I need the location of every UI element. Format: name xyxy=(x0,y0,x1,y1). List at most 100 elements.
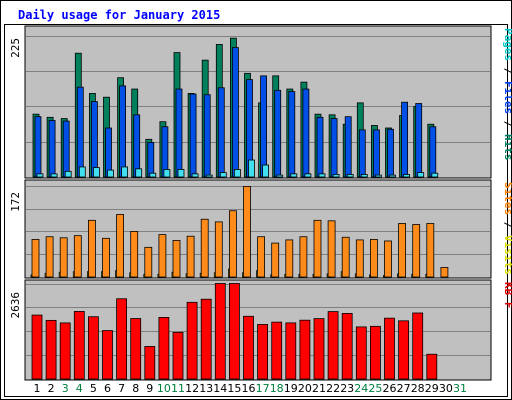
bar-files-day-24 xyxy=(358,129,366,178)
bar-files-day-14 xyxy=(217,87,225,178)
day-label-27: 27 xyxy=(397,382,411,395)
bar-sites-day-6 xyxy=(102,237,110,278)
bar-files-day-17 xyxy=(260,75,268,178)
panel-top: 225 Pages / Files / Hits xyxy=(9,25,512,179)
day-label-26: 26 xyxy=(383,382,397,395)
day-label-22: 22 xyxy=(326,382,340,395)
bar-kb-f-day-16 xyxy=(243,315,254,380)
panel-mid: 172 Sites / Visits xyxy=(9,179,512,279)
day-label-2: 2 xyxy=(48,382,55,395)
bar-files-day-18 xyxy=(274,89,282,178)
bar-kb-f-day-6 xyxy=(102,330,113,380)
bar-pages-day-5 xyxy=(93,167,100,178)
bar-sites-day-11 xyxy=(172,240,181,278)
day-label-8: 8 xyxy=(132,382,139,395)
day-label-1: 1 xyxy=(34,382,41,395)
bar-pages-day-26 xyxy=(389,174,396,178)
day-label-20: 20 xyxy=(298,382,312,395)
bar-pages-day-24 xyxy=(360,174,368,178)
bar-sites-day-24 xyxy=(355,239,364,278)
bar-files-day-25 xyxy=(372,129,380,178)
bar-kb-f-day-2 xyxy=(45,319,57,380)
day-label-15: 15 xyxy=(227,382,241,395)
bar-files-day-28 xyxy=(415,103,423,178)
day-label-13: 13 xyxy=(199,382,213,395)
bar-sites-day-23 xyxy=(341,236,350,278)
bar-sites-day-19 xyxy=(285,239,294,278)
bar-sites-day-22 xyxy=(327,220,336,278)
bar-files-day-21 xyxy=(316,116,324,178)
panel-bottom: 2636 KB F xyxy=(9,279,512,381)
bar-pages-day-10 xyxy=(163,169,171,178)
bar-pages-day-4 xyxy=(78,166,86,178)
bar-pages-day-21 xyxy=(318,173,326,178)
bar-sites-day-14 xyxy=(214,221,223,278)
bar-pages-day-28 xyxy=(417,172,425,178)
bar-sites-day-27 xyxy=(398,223,407,278)
bar-pages-day-9 xyxy=(149,172,157,178)
day-label-7: 7 xyxy=(118,382,125,395)
day-label-23: 23 xyxy=(340,382,354,395)
bar-kb-f-day-14 xyxy=(214,283,226,380)
bar-pages-day-27 xyxy=(403,174,411,178)
day-label-14: 14 xyxy=(213,382,227,395)
y-max-label: 225 xyxy=(9,38,22,58)
bar-sites-day-20 xyxy=(299,236,308,278)
bar-files-day-27 xyxy=(401,101,409,178)
bar-sites-day-30 xyxy=(440,267,449,278)
day-label-25: 25 xyxy=(368,382,382,395)
day-label-16: 16 xyxy=(242,382,256,395)
bar-kb-f-day-18 xyxy=(271,321,283,380)
y-max-label: 172 xyxy=(9,192,22,212)
bar-files-day-20 xyxy=(302,88,310,178)
day-label-10: 10 xyxy=(157,382,171,395)
bar-pages-day-8 xyxy=(135,168,143,178)
bar-pages-day-7 xyxy=(121,166,128,178)
legend-pages: Pages xyxy=(502,28,512,61)
legend--: / xyxy=(502,114,512,134)
bar-sites-day-9 xyxy=(144,246,153,278)
bar-pages-day-25 xyxy=(374,174,382,178)
legend-kb-f: KB F xyxy=(502,282,512,309)
bar-sites-day-25 xyxy=(369,238,378,278)
right-legend-label: Pages / Files / Hits xyxy=(502,28,512,161)
day-label-9: 9 xyxy=(146,382,153,395)
bar-kb-f-day-1 xyxy=(31,314,43,380)
bar-files-day-5 xyxy=(91,101,98,178)
inner-border xyxy=(4,24,508,397)
day-label-11: 11 xyxy=(171,382,185,395)
bar-files-day-9 xyxy=(147,142,155,178)
bar-sites-day-15 xyxy=(228,210,237,278)
bar-pages-day-1 xyxy=(36,173,44,178)
bar-sites-day-1 xyxy=(31,238,40,278)
bar-files-day-13 xyxy=(203,94,211,178)
bar-kb-f-day-22 xyxy=(327,311,339,380)
bar-sites-day-12 xyxy=(186,235,195,278)
day-label-21: 21 xyxy=(312,382,326,395)
bar-files-day-12 xyxy=(189,93,197,178)
bar-sites-day-10 xyxy=(158,234,167,278)
bar-kb-f-day-8 xyxy=(130,318,142,380)
bar-kb-f-day-12 xyxy=(186,301,198,380)
legend-files: Files xyxy=(502,81,512,114)
bar-kb-f-day-11 xyxy=(172,331,184,380)
day-label-31: 31 xyxy=(453,382,467,395)
bar-sites-day-4 xyxy=(73,235,82,278)
legend-sites: Sites xyxy=(502,182,512,215)
bar-pages-day-13 xyxy=(205,174,213,178)
day-label-19: 19 xyxy=(284,382,298,395)
bar-sites-day-29 xyxy=(426,223,435,278)
bar-files-day-26 xyxy=(387,128,394,178)
day-label-18: 18 xyxy=(270,382,284,395)
bar-kb-f-day-23 xyxy=(341,313,353,380)
bar-files-day-19 xyxy=(288,91,296,178)
y-max-label: 2636 xyxy=(9,292,22,319)
bar-sites-day-21 xyxy=(313,219,322,278)
bar-files-day-4 xyxy=(76,86,84,178)
day-label-12: 12 xyxy=(185,382,199,395)
bar-pages-day-15 xyxy=(233,169,241,178)
bar-files-day-29 xyxy=(429,126,437,178)
bar-files-day-8 xyxy=(133,114,141,178)
day-label-24: 24 xyxy=(354,382,368,395)
